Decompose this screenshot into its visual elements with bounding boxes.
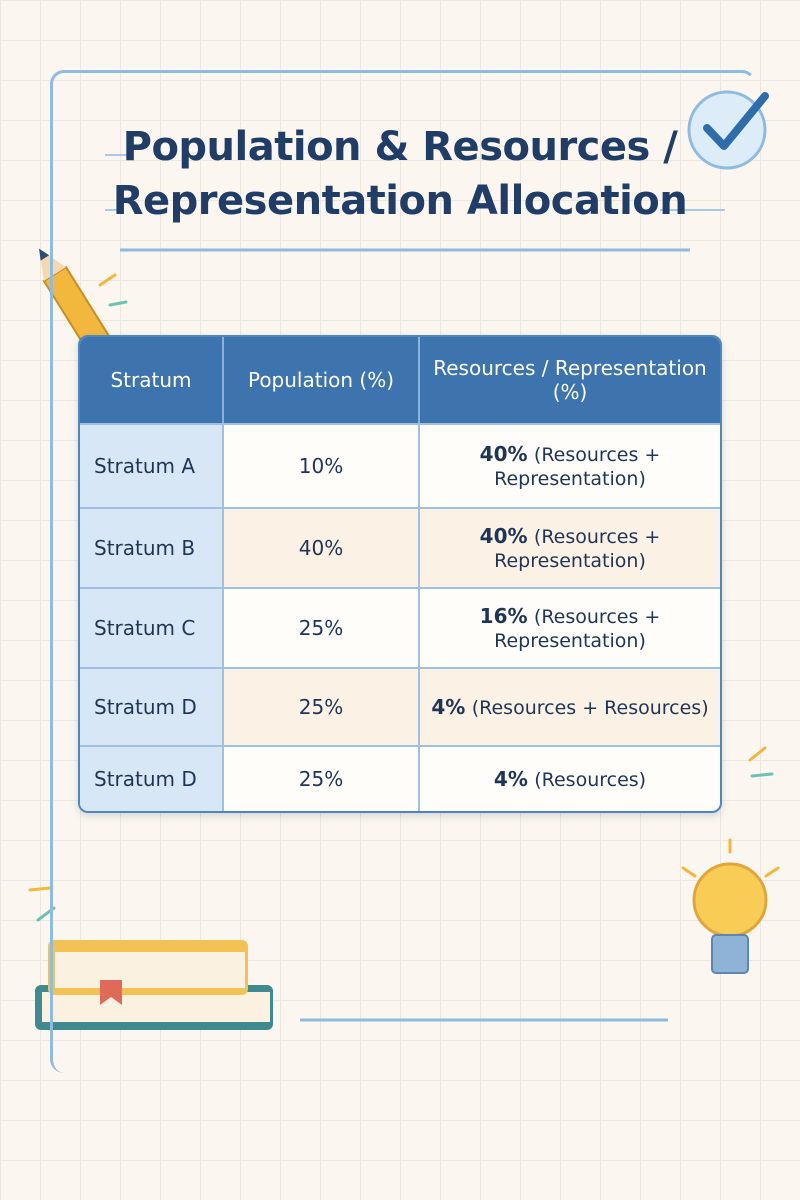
- allocation-table: Stratum Population (%) Resources / Repre…: [78, 335, 722, 813]
- table-row: Stratum C 25% 16% (Resources + Representat…: [80, 587, 720, 667]
- allocation-cell: 4% (Resources): [420, 745, 720, 811]
- allocation-share: 40%: [479, 442, 528, 466]
- allocation-share: 16%: [479, 604, 528, 628]
- allocation-note: (Resources + Representation): [494, 606, 661, 652]
- allocation-share: 40%: [479, 524, 528, 548]
- card-frame: [50, 70, 756, 1073]
- allocation-cell: 4% (Resources + Resources): [420, 667, 720, 745]
- population-cell: 25%: [224, 587, 420, 667]
- header-row: Stratum Population (%) Resources / Repre…: [80, 337, 720, 423]
- allocation-share: 4%: [431, 695, 466, 719]
- population-cell: 25%: [224, 667, 420, 745]
- allocation-note: (Resources + Representation): [494, 526, 661, 572]
- column-header: Stratum: [80, 337, 224, 423]
- allocation-note: (Resources + Representation): [494, 444, 661, 490]
- allocation-cell: 40% (Resources + Representation): [420, 507, 720, 587]
- title: Population & Resources / Representation …: [0, 120, 800, 228]
- stratum-cell: Stratum D: [80, 667, 224, 745]
- allocation-note: (Resources): [534, 769, 647, 791]
- population-cell: 40%: [224, 507, 420, 587]
- table-row: Stratum D 25% 4% (Resources + Resources): [80, 667, 720, 745]
- stratum-cell: Stratum D: [80, 745, 224, 811]
- table-body: Stratum A 10% 40% (Resources + Representat…: [80, 423, 720, 811]
- allocation-cell: 40% (Resources + Representation): [420, 423, 720, 507]
- title-line: Population & Resources /: [122, 124, 678, 170]
- title-line: Representation Allocation: [112, 178, 688, 224]
- table-row: Stratum D 25% 4% (Resources): [80, 745, 720, 811]
- allocation-note: (Resources + Resources): [471, 697, 709, 719]
- allocation-share: 4%: [493, 767, 528, 791]
- population-cell: 10%: [224, 423, 420, 507]
- stratum-cell: Stratum B: [80, 507, 224, 587]
- column-header: Resources / Representation (%): [420, 337, 720, 423]
- stratum-cell: Stratum A: [80, 423, 224, 507]
- table-row: Stratum A 10% 40% (Resources + Representat…: [80, 423, 720, 507]
- table-row: Stratum B 40% 40% (Resources + Representat…: [80, 507, 720, 587]
- population-cell: 25%: [224, 745, 420, 811]
- stratum-cell: Stratum C: [80, 587, 224, 667]
- allocation-cell: 16% (Resources + Representation): [420, 587, 720, 667]
- column-header: Population (%): [224, 337, 420, 423]
